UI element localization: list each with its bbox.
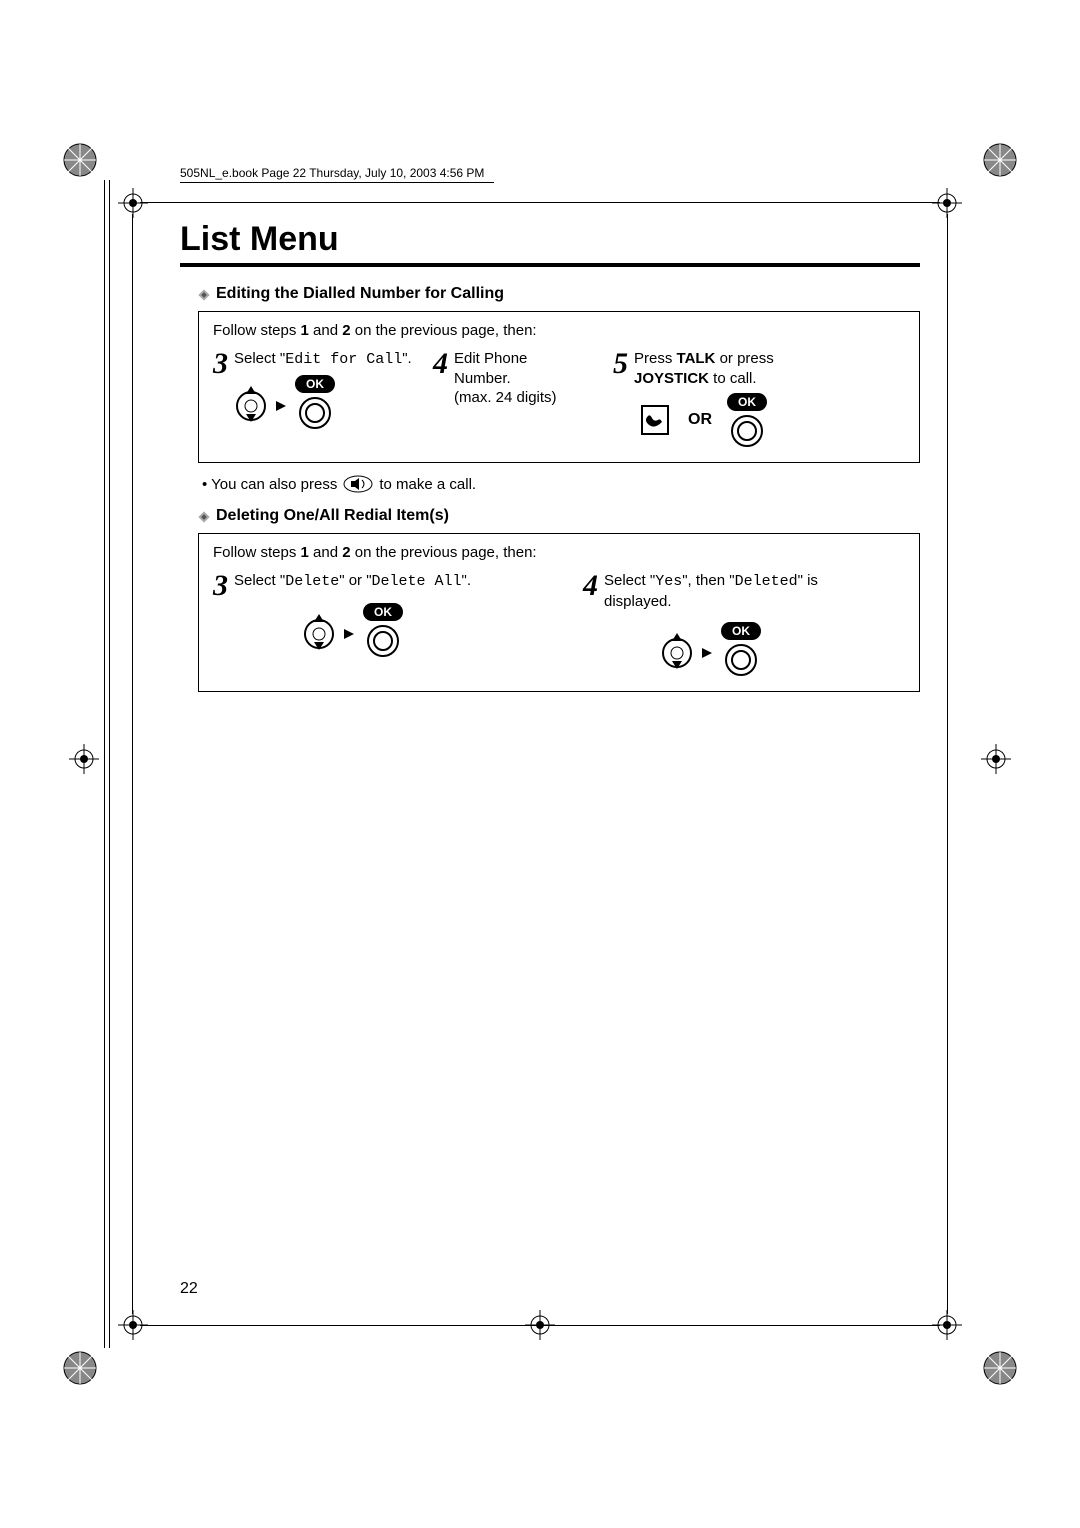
ring-button-icon	[724, 643, 758, 677]
crop-line-left-single	[132, 214, 133, 1314]
regmark-tr	[982, 142, 1018, 178]
speaker-button-icon	[343, 475, 373, 493]
ok-pill-icon: OK	[720, 621, 762, 641]
ring-button-icon	[298, 396, 332, 430]
svg-text:OK: OK	[374, 605, 392, 619]
ok-button-stack: OK	[720, 621, 762, 677]
svg-text:OK: OK	[306, 377, 324, 391]
arrow-icon	[702, 644, 712, 654]
crop-line-top	[140, 202, 940, 203]
talk-button-icon	[634, 400, 674, 440]
joystick-icon	[302, 610, 336, 650]
ring-button-icon	[366, 624, 400, 658]
regmark-br	[982, 1350, 1018, 1386]
regmark-bl	[62, 1350, 98, 1386]
section2-follow: Follow steps 1 and 2 on the previous pag…	[213, 544, 905, 561]
section2-heading: Deleting One/All Redial Item(s)	[198, 507, 920, 525]
ok-button-stack: OK	[726, 392, 768, 448]
joystick-ok-row: OK	[234, 374, 412, 430]
section2-step4: 4 Select "Yes", then "Deleted" is displa…	[583, 571, 905, 677]
joystick-icon	[234, 382, 268, 422]
section1-heading-text: Editing the Dialled Number for Calling	[216, 285, 504, 303]
crosshair-ml	[69, 744, 99, 774]
crop-line-left-double	[104, 180, 110, 1348]
ok-button-stack: OK	[362, 602, 404, 658]
joystick-ok-row: OK	[234, 602, 471, 658]
page-number: 22	[180, 1280, 198, 1298]
ok-pill-icon: OK	[726, 392, 768, 412]
or-text: OR	[688, 410, 712, 431]
step-text: Select "Delete" or "Delete All". OK	[234, 571, 471, 658]
joystick-ok-row: OK	[604, 621, 818, 677]
svg-text:OK: OK	[738, 395, 756, 409]
section2-steps: 3 Select "Delete" or "Delete All".	[213, 571, 905, 677]
step-text: Edit Phone Number. (max. 24 digits)	[454, 349, 557, 408]
crop-line-bottom	[140, 1325, 940, 1326]
crosshair-tl	[118, 188, 148, 218]
section1-box: Follow steps 1 and 2 on the previous pag…	[198, 311, 920, 463]
section1-heading: Editing the Dialled Number for Calling	[198, 285, 920, 303]
joystick-icon	[660, 629, 694, 669]
diamond-icon	[198, 510, 210, 522]
page-title: List Menu	[180, 220, 920, 267]
step-text: Press TALK or press JOYSTICK to call. OR…	[634, 349, 774, 448]
book-header: 505NL_e.book Page 22 Thursday, July 10, …	[180, 166, 494, 183]
page-content: List Menu Editing the Dialled Number for…	[180, 220, 920, 704]
svg-text:OK: OK	[732, 624, 750, 638]
section1-follow: Follow steps 1 and 2 on the previous pag…	[213, 322, 905, 339]
step-text: Select "Edit for Call". OK	[234, 349, 412, 430]
step-number: 3	[213, 571, 228, 601]
section2-box: Follow steps 1 and 2 on the previous pag…	[198, 533, 920, 692]
diamond-icon	[198, 288, 210, 300]
section1-step4: 4 Edit Phone Number. (max. 24 digits)	[433, 349, 593, 408]
crop-line-right-single	[947, 214, 948, 1314]
ok-pill-icon: OK	[362, 602, 404, 622]
step-number: 4	[433, 349, 448, 379]
step-text: Select "Yes", then "Deleted" is displaye…	[604, 571, 818, 677]
ok-pill-icon: OK	[294, 374, 336, 394]
step-number: 3	[213, 349, 228, 379]
regmark-tl	[62, 142, 98, 178]
section1-step5: 5 Press TALK or press JOYSTICK to call. …	[613, 349, 905, 448]
ok-button-stack: OK	[294, 374, 336, 430]
section2-step3: 3 Select "Delete" or "Delete All".	[213, 571, 563, 658]
section2-heading-text: Deleting One/All Redial Item(s)	[216, 507, 449, 525]
step-number: 4	[583, 571, 598, 601]
crosshair-mr	[981, 744, 1011, 774]
section1-steps: 3 Select "Edit for Call".	[213, 349, 905, 448]
talk-or-ok-row: OR OK	[634, 392, 774, 448]
arrow-icon	[344, 625, 354, 635]
step-number: 5	[613, 349, 628, 379]
section1-step3: 3 Select "Edit for Call".	[213, 349, 413, 430]
note-line: • You can also press to make a call.	[202, 475, 920, 493]
ring-button-icon	[730, 414, 764, 448]
arrow-icon	[276, 397, 286, 407]
